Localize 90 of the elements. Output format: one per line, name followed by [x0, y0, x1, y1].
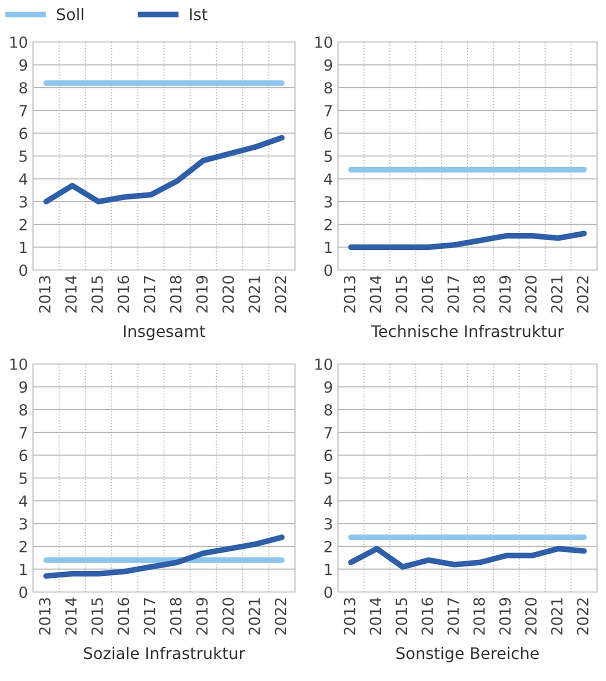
y-tick-label: 7 [20, 427, 27, 438]
y-tick-label: 10 [10, 36, 28, 48]
x-axis-title: Soziale Infrastruktur [84, 646, 246, 660]
x-tick-label: 2017 [144, 276, 156, 313]
x-tick-label: 2019 [499, 276, 511, 313]
y-tick-label: 4 [19, 495, 28, 507]
y-tick-label: 6 [324, 128, 332, 140]
y-tick-label: 7 [20, 105, 27, 116]
y-tick-label: 10 [315, 358, 332, 370]
x-tick-label: 2015 [91, 276, 103, 313]
x-tick-label: 2014 [65, 276, 77, 313]
x-tick-label: 2021 [248, 276, 260, 313]
x-tick-label: 2014 [370, 598, 382, 635]
x-axis-title: Technische Infrastruktur [371, 324, 564, 338]
x-tick-label: 2019 [196, 276, 208, 313]
y-tick-label: 0 [19, 264, 28, 276]
y-tick-label: 10 [315, 36, 332, 48]
y-tick-label: 5 [20, 150, 27, 162]
x-tick-label: 2022 [274, 598, 286, 635]
x-tick-label: 2016 [422, 276, 434, 313]
x-tick-label: 2017 [447, 276, 459, 313]
y-tick-label: 9 [324, 381, 332, 393]
y-tick-label: 6 [19, 128, 28, 140]
y-tick-label: 6 [324, 450, 332, 462]
x-tick-label: 2016 [118, 598, 130, 635]
x-tick-label: 2016 [118, 276, 130, 313]
x-tick-label: 2016 [422, 598, 434, 635]
x-tick-label: 2022 [576, 276, 588, 313]
legend-label: Soll [56, 8, 84, 20]
x-tick-label: 2018 [473, 598, 485, 635]
x-tick-label: 2021 [551, 276, 563, 313]
y-tick-label: 2 [324, 218, 332, 230]
x-tick-label: 2020 [222, 276, 234, 313]
y-tick-label: 1 [325, 242, 332, 254]
y-tick-label: 0 [324, 586, 332, 598]
y-tick-label: 9 [19, 381, 28, 393]
y-tick-label: 9 [19, 59, 28, 71]
x-tick-label: 2019 [196, 598, 208, 635]
y-tick-label: 6 [19, 450, 28, 462]
y-tick-label: 1 [20, 564, 27, 576]
y-tick-label: 2 [20, 218, 27, 230]
y-tick-label: 4 [19, 173, 28, 185]
x-tick-label: 2013 [344, 598, 356, 635]
x-tick-label: 2017 [144, 598, 156, 635]
y-tick-label: 7 [324, 105, 332, 116]
x-tick-label: 2014 [370, 276, 382, 313]
x-tick-label: 2020 [222, 598, 234, 635]
y-tick-label: 9 [324, 59, 332, 71]
x-tick-label: 2018 [473, 276, 485, 313]
x-tick-label: 2020 [525, 598, 537, 635]
x-tick-label: 2017 [447, 598, 459, 635]
legend-label: Ist [190, 8, 208, 20]
x-tick-label: 2015 [396, 598, 408, 635]
y-tick-label: 4 [324, 173, 332, 185]
y-tick-label: 8 [324, 82, 332, 94]
x-tick-label: 2021 [551, 598, 563, 635]
y-tick-label: 1 [325, 564, 332, 576]
y-tick-label: 1 [20, 242, 27, 254]
y-tick-label: 5 [20, 472, 27, 484]
y-tick-label: 7 [324, 427, 332, 438]
x-tick-label: 2014 [65, 598, 77, 635]
y-tick-label: 3 [324, 518, 332, 530]
y-tick-label: 10 [10, 358, 28, 370]
y-tick-label: 4 [324, 495, 332, 507]
x-tick-label: 2021 [248, 598, 260, 635]
x-axis-title: Insgesamt [124, 325, 206, 340]
y-tick-label: 0 [19, 586, 28, 598]
y-tick-label: 0 [324, 264, 332, 276]
y-tick-label: 2 [20, 540, 27, 552]
y-tick-label: 3 [324, 196, 332, 208]
x-tick-label: 2018 [170, 598, 182, 635]
x-tick-label: 2020 [525, 276, 537, 313]
x-tick-label: 2013 [38, 276, 51, 313]
x-tick-label: 2018 [170, 276, 182, 313]
y-tick-label: 5 [324, 472, 332, 484]
x-tick-label: 2013 [38, 598, 51, 635]
x-tick-label: 2022 [576, 598, 588, 635]
x-tick-label: 2013 [344, 276, 356, 313]
x-tick-label: 2015 [396, 276, 408, 313]
y-tick-label: 8 [19, 82, 28, 94]
y-tick-label: 2 [324, 540, 332, 552]
y-tick-label: 8 [19, 404, 28, 416]
y-tick-label: 5 [324, 150, 332, 162]
x-axis-title: Sonstige Bereiche [396, 646, 539, 662]
y-tick-label: 8 [324, 404, 332, 416]
x-tick-label: 2019 [499, 598, 511, 635]
x-tick-label: 2015 [91, 598, 103, 635]
x-tick-label: 2022 [274, 276, 286, 313]
y-tick-label: 3 [20, 518, 27, 530]
y-tick-label: 3 [20, 196, 27, 208]
